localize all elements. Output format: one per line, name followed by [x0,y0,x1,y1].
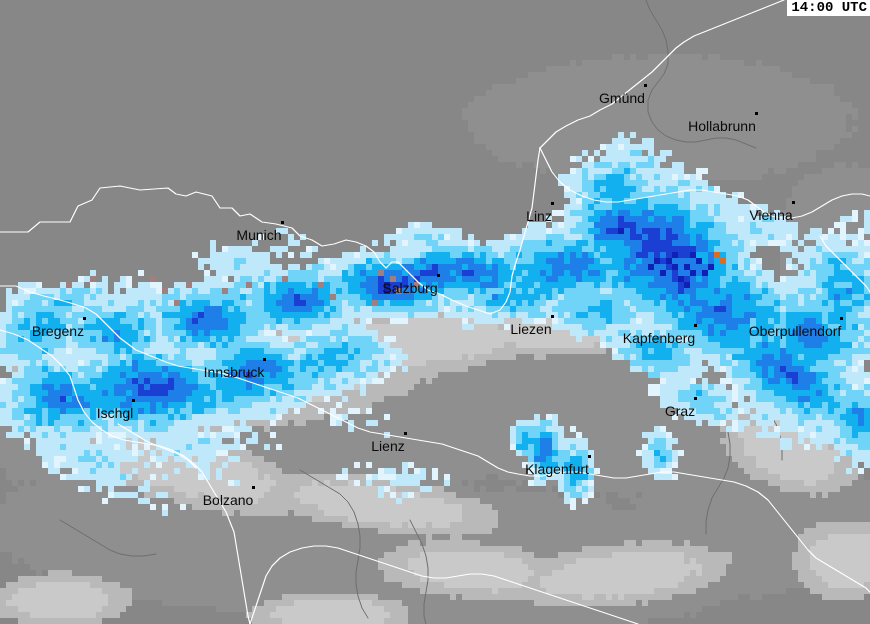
timestamp-badge: 14:00 UTC [787,0,870,16]
